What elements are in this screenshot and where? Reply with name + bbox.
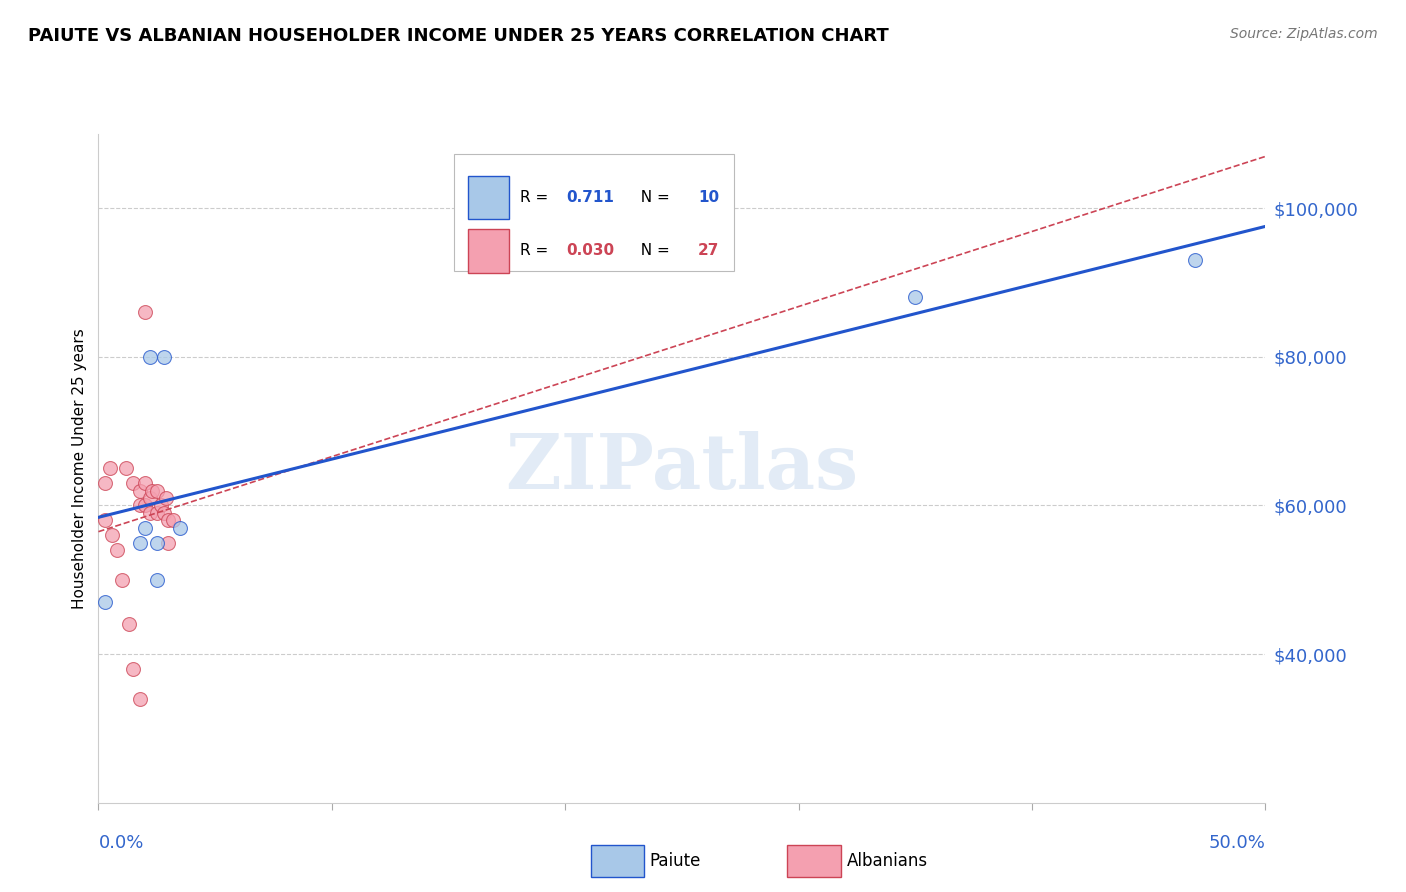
Point (98, 461, 121, 475)
Point (94, 513, 117, 527)
Text: 27: 27 (699, 244, 720, 259)
Y-axis label: Householder Income Under 25 years: Householder Income Under 25 years (72, 328, 87, 608)
Text: 0.030: 0.030 (567, 244, 614, 259)
Point (129, 499, 152, 513)
Point (139, 491, 162, 505)
Point (146, 535, 169, 549)
Text: ZIPatlas: ZIPatlas (505, 432, 859, 505)
Point (134, 499, 156, 513)
Point (146, 573, 169, 587)
Text: Source: ZipAtlas.com: Source: ZipAtlas.com (1230, 27, 1378, 41)
Point (150, 499, 173, 513)
Point (94, 476, 117, 491)
Point (101, 528, 124, 542)
Point (146, 506, 169, 520)
Text: N =: N = (630, 244, 675, 259)
Point (105, 543, 128, 558)
Point (129, 691, 152, 706)
Point (152, 350, 174, 364)
Point (129, 483, 152, 498)
Point (1184, 253, 1206, 268)
Point (146, 483, 169, 498)
Point (169, 521, 191, 535)
Text: R =: R = (520, 244, 553, 259)
Text: 0.0%: 0.0% (98, 834, 143, 852)
Text: PAIUTE VS ALBANIAN HOUSEHOLDER INCOME UNDER 25 YEARS CORRELATION CHART: PAIUTE VS ALBANIAN HOUSEHOLDER INCOME UN… (28, 27, 889, 45)
Text: 0.711: 0.711 (567, 190, 614, 205)
FancyBboxPatch shape (454, 154, 734, 271)
Point (162, 513, 184, 527)
Point (134, 305, 156, 319)
Point (152, 506, 174, 520)
Point (141, 483, 163, 498)
Text: N =: N = (630, 190, 675, 205)
Text: Albanians: Albanians (846, 852, 928, 870)
Point (111, 573, 134, 587)
Point (94, 595, 117, 609)
Point (139, 350, 162, 364)
Point (115, 461, 138, 475)
Point (134, 521, 156, 535)
FancyBboxPatch shape (468, 229, 509, 273)
Point (157, 513, 180, 527)
Point (904, 290, 927, 304)
Text: R =: R = (520, 190, 553, 205)
Point (118, 617, 141, 632)
Point (134, 476, 156, 491)
Point (157, 535, 180, 549)
Point (129, 535, 152, 549)
FancyBboxPatch shape (468, 176, 509, 219)
Point (139, 506, 162, 520)
Point (155, 491, 177, 505)
Point (122, 476, 145, 491)
Point (122, 662, 145, 676)
Text: 50.0%: 50.0% (1209, 834, 1265, 852)
Text: 10: 10 (699, 190, 720, 205)
Text: Paiute: Paiute (650, 852, 702, 870)
